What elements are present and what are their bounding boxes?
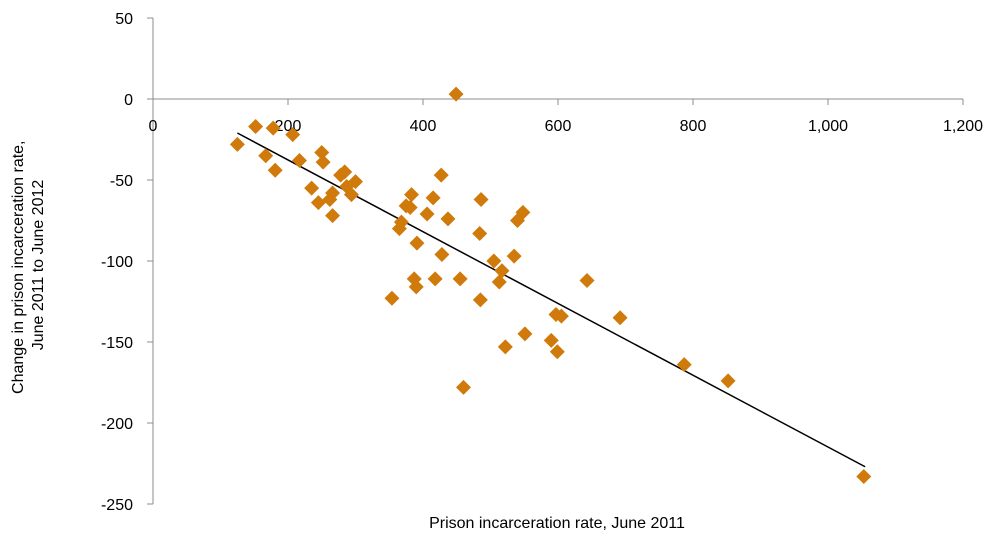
data-point — [408, 279, 424, 295]
y-tick-label: -250 — [101, 497, 133, 514]
y-tick-label: -50 — [110, 173, 133, 190]
data-point — [427, 271, 443, 287]
y-tick-label: -150 — [101, 335, 133, 352]
data-point — [258, 148, 274, 164]
x-axis-title: Prison incarceration rate, June 2011 — [429, 515, 685, 532]
x-tick-label: 1,000 — [808, 118, 848, 135]
data-point — [267, 162, 283, 178]
data-point — [343, 187, 359, 203]
data-point — [517, 326, 533, 342]
data-point — [676, 357, 692, 373]
x-tick-label: 800 — [680, 118, 707, 135]
data-point — [393, 214, 409, 230]
data-point — [486, 253, 502, 269]
y-tick-label: 50 — [115, 11, 133, 28]
data-point — [310, 195, 326, 211]
data-point — [472, 225, 488, 241]
data-point — [419, 206, 435, 222]
data-point — [314, 144, 330, 160]
data-point — [409, 235, 425, 251]
data-point — [425, 190, 441, 206]
data-points — [229, 86, 872, 484]
data-point — [448, 86, 464, 102]
y-axis: 50 0 -50 -100 -150 -200 -250 — [101, 11, 154, 514]
data-point — [473, 191, 489, 207]
data-point — [325, 208, 341, 224]
data-point — [384, 290, 400, 306]
data-point — [506, 248, 522, 264]
y-tick-label: -200 — [101, 416, 133, 433]
data-point — [337, 164, 353, 180]
y-tick-label: 0 — [124, 92, 133, 109]
data-point — [549, 344, 565, 360]
data-point — [494, 263, 510, 279]
data-point — [291, 153, 307, 169]
data-point — [285, 127, 301, 143]
x-tick-label: 1,200 — [943, 118, 983, 135]
x-tick-label: 0 — [149, 118, 158, 135]
y-axis-title: Change in prison incarceration rate, Jun… — [10, 136, 47, 394]
data-point — [472, 292, 488, 308]
data-point — [304, 180, 320, 196]
data-point — [720, 373, 736, 389]
data-point — [579, 272, 595, 288]
data-point — [856, 468, 872, 484]
data-point — [612, 310, 628, 326]
data-point — [325, 185, 341, 201]
data-point — [543, 332, 559, 348]
data-point — [433, 167, 449, 183]
data-point — [440, 211, 456, 227]
data-point — [265, 120, 281, 136]
data-point — [348, 174, 363, 190]
y-axis-title-line-2: June 2011 to June 2012 — [30, 180, 47, 351]
y-tick-label: -100 — [101, 254, 133, 271]
x-tick-label: 600 — [545, 118, 572, 135]
data-point — [553, 308, 569, 324]
trendline — [237, 132, 866, 468]
data-point — [497, 339, 513, 355]
data-point — [491, 274, 507, 290]
data-point — [515, 204, 531, 220]
data-point — [434, 247, 450, 263]
data-point — [402, 200, 418, 216]
data-point — [452, 271, 468, 287]
data-point — [248, 119, 264, 135]
y-axis-title-line-1: Change in prison incarceration rate, — [10, 140, 27, 393]
data-point — [315, 154, 331, 170]
data-point — [456, 379, 471, 395]
x-tick-label: 400 — [410, 118, 437, 135]
data-point — [404, 187, 420, 203]
data-point — [229, 136, 245, 152]
